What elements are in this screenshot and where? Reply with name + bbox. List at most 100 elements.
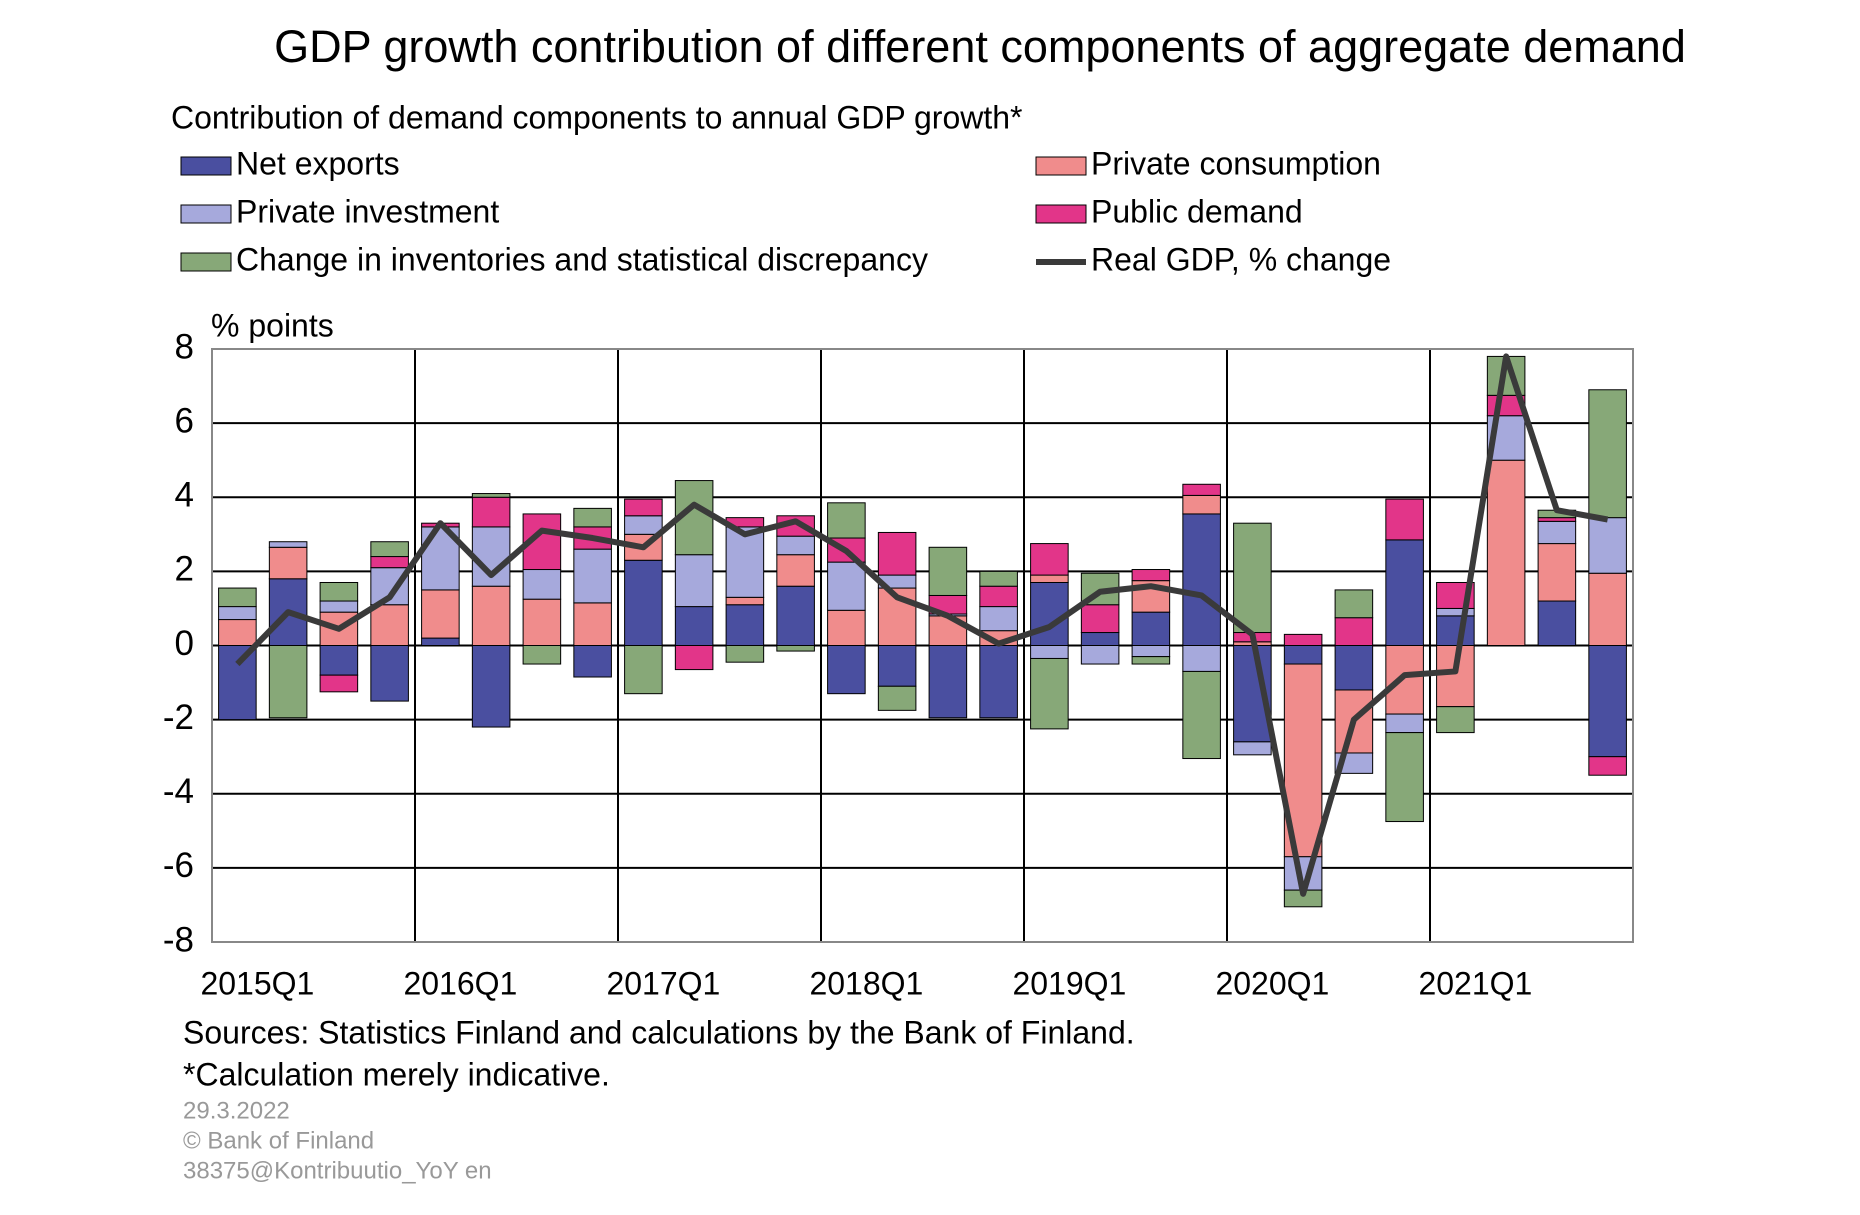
x-tick-label: 2021Q1 xyxy=(1418,965,1532,1001)
bar-segment xyxy=(218,619,257,647)
bar-segment xyxy=(928,645,968,719)
footer-text: 29.3.2022 xyxy=(183,1097,290,1124)
y-tick-label: -6 xyxy=(163,846,194,885)
bar-segment xyxy=(1385,732,1424,823)
bar-segment xyxy=(319,581,359,602)
legend-label: Private consumption xyxy=(1091,145,1381,181)
bar-segment xyxy=(1588,572,1627,647)
bar-segment xyxy=(624,515,663,535)
x-tick-label: 2018Q1 xyxy=(809,965,923,1001)
bar-segment xyxy=(218,587,257,608)
bar-segment xyxy=(1030,657,1069,730)
bar-segment xyxy=(827,645,866,695)
bar-segment xyxy=(1334,589,1374,619)
bar-segment xyxy=(1080,645,1120,665)
bar-segment xyxy=(370,645,409,702)
bar-segment xyxy=(776,645,815,652)
bar-segment xyxy=(1588,517,1627,574)
bar-segment xyxy=(674,606,714,646)
bar-segment xyxy=(471,645,511,728)
x-tick-label: 2020Q1 xyxy=(1215,965,1329,1001)
legend-swatch xyxy=(1035,204,1087,224)
bar-segment xyxy=(827,561,866,611)
bar-segment xyxy=(979,645,1018,719)
bar-segment xyxy=(725,604,765,647)
bar-segment xyxy=(370,556,409,569)
bar-segment xyxy=(1588,756,1627,776)
bar-segment xyxy=(319,674,359,693)
bar-segment xyxy=(1283,633,1323,646)
bar-segment xyxy=(573,602,612,646)
bar-segment xyxy=(827,609,866,647)
bar-segment xyxy=(1385,713,1424,734)
line-series xyxy=(235,353,1609,897)
bar-segment xyxy=(674,554,714,608)
bar-segment xyxy=(1537,517,1577,522)
bar-segment xyxy=(1486,459,1526,646)
bar-segment xyxy=(1537,520,1577,545)
bar-segment xyxy=(1080,604,1120,634)
bar-segment xyxy=(1182,494,1221,515)
legend-label: Change in inventories and statistical di… xyxy=(236,241,928,277)
footer-text: © Bank of Finland xyxy=(183,1127,374,1154)
bar-segment xyxy=(1233,522,1272,634)
y-tick-label: -2 xyxy=(163,698,194,737)
bar-segment xyxy=(319,645,359,676)
bar-segment xyxy=(1385,498,1424,541)
bar-segment xyxy=(1385,645,1424,715)
legend-swatch xyxy=(1035,156,1087,176)
bar-segment xyxy=(1283,645,1323,665)
bar-segment xyxy=(268,645,308,719)
bar-segment xyxy=(268,546,308,580)
y-tick-label: 2 xyxy=(175,550,194,589)
bar-segment xyxy=(218,645,257,721)
y-tick-label: 6 xyxy=(175,401,194,440)
y-tick-label: -4 xyxy=(163,772,194,811)
source-note: Sources: Statistics Finland and calculat… xyxy=(183,1014,1135,1050)
bar-segment xyxy=(421,589,460,639)
bar-segment xyxy=(1233,741,1272,756)
bar-segment xyxy=(370,541,409,558)
bar-segment xyxy=(421,637,460,647)
y-tick-label: -8 xyxy=(163,920,194,959)
bar-segment xyxy=(1182,670,1221,760)
x-tick-label: 2015Q1 xyxy=(200,965,314,1001)
legend-swatch xyxy=(180,252,232,272)
x-tick-label: 2016Q1 xyxy=(403,965,517,1001)
bar-segment xyxy=(776,535,815,556)
bar-segment xyxy=(1588,645,1627,758)
legend-label: Real GDP, % change xyxy=(1091,241,1391,277)
bar-segment xyxy=(1030,645,1069,659)
y-axis-label: % points xyxy=(211,307,334,343)
footer-text: 38375@Kontribuutio_YoY en xyxy=(183,1157,492,1184)
plot-frame xyxy=(211,348,1634,943)
bar-segment xyxy=(979,570,1018,587)
chart-subtitle: Contribution of demand components to ann… xyxy=(171,99,1022,135)
bar-segment xyxy=(928,546,968,596)
bar-segment xyxy=(725,596,765,606)
bar-segment xyxy=(1334,617,1374,646)
bar-segment xyxy=(268,541,308,548)
legend-label: Net exports xyxy=(236,145,400,181)
bar-segment xyxy=(471,493,511,498)
bar-segment xyxy=(1131,569,1171,582)
y-tick-label: 4 xyxy=(175,476,194,515)
bar-segment xyxy=(573,645,612,678)
legend-label: Private investment xyxy=(236,193,499,229)
legend-label: Public demand xyxy=(1091,193,1303,229)
bar-segment xyxy=(1182,645,1221,672)
bar-segment xyxy=(471,585,511,647)
bar-segment xyxy=(370,604,409,647)
bar-segment xyxy=(1030,543,1069,576)
bar-segment xyxy=(1080,632,1120,647)
y-tick-label: 0 xyxy=(175,624,194,663)
x-tick-label: 2017Q1 xyxy=(606,965,720,1001)
bar-segment xyxy=(1436,615,1475,646)
bar-segment xyxy=(1030,581,1069,647)
bar-segment xyxy=(522,645,562,665)
bar-segment xyxy=(522,569,562,600)
legend-swatch xyxy=(180,156,232,176)
bar-segment xyxy=(827,502,866,539)
bar-segment xyxy=(1436,706,1475,734)
